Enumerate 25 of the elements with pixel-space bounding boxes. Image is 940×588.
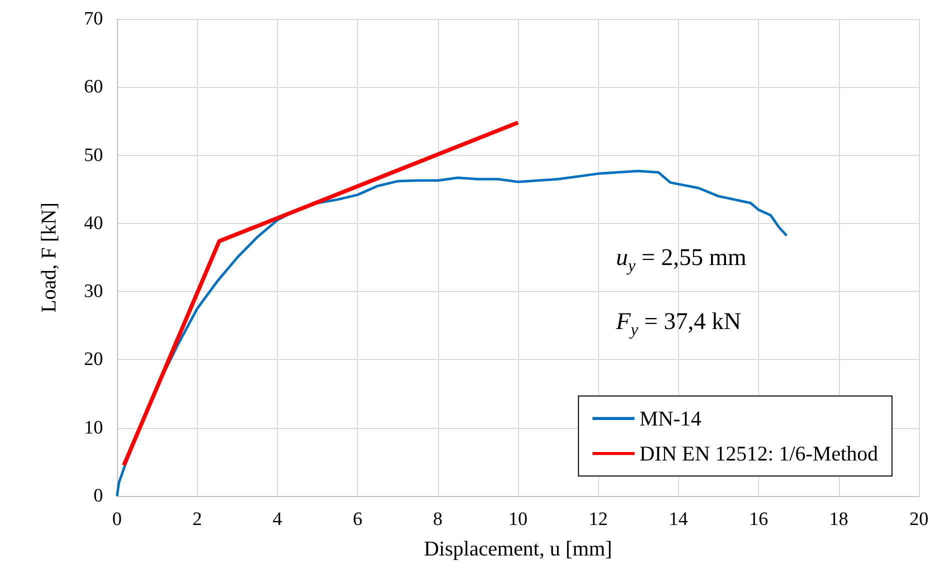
annotation: u$_{y}$ = 2,55 mm	[616, 245, 746, 276]
x-tick-label: 20	[910, 509, 928, 530]
y-tick-label: 10	[84, 417, 103, 438]
y-tick-label: 40	[84, 212, 103, 234]
y-axis-title: Load, F [kN]	[36, 202, 60, 313]
y-tick-label: 20	[84, 349, 103, 370]
annotation: F$_{y}$ = 37,4 kN	[616, 309, 742, 340]
x-tick-label: 2	[192, 509, 202, 530]
legend-label: MN-14	[639, 406, 702, 430]
y-tick-label: 70	[84, 8, 103, 30]
x-tick-label: 12	[588, 509, 608, 530]
y-tick-label: 50	[84, 144, 103, 166]
x-tick-label: 0	[112, 509, 122, 530]
x-tick-label: 4	[272, 509, 283, 530]
x-tick-label: 10	[508, 509, 528, 530]
x-tick-label: 8	[433, 509, 443, 530]
y-tick-label: 60	[84, 76, 103, 98]
y-tick-label: 0	[94, 486, 103, 506]
x-tick-label: 14	[668, 509, 688, 530]
x-tick-label: 6	[352, 509, 362, 530]
x-tick-label: 16	[749, 509, 768, 530]
x-axis-title: Displacement, u [mm]	[424, 536, 612, 560]
y-tick-label: 30	[84, 281, 103, 302]
legend-label: DIN EN 12512: 1/6-Method	[639, 442, 878, 466]
x-tick-label: 18	[829, 509, 848, 530]
